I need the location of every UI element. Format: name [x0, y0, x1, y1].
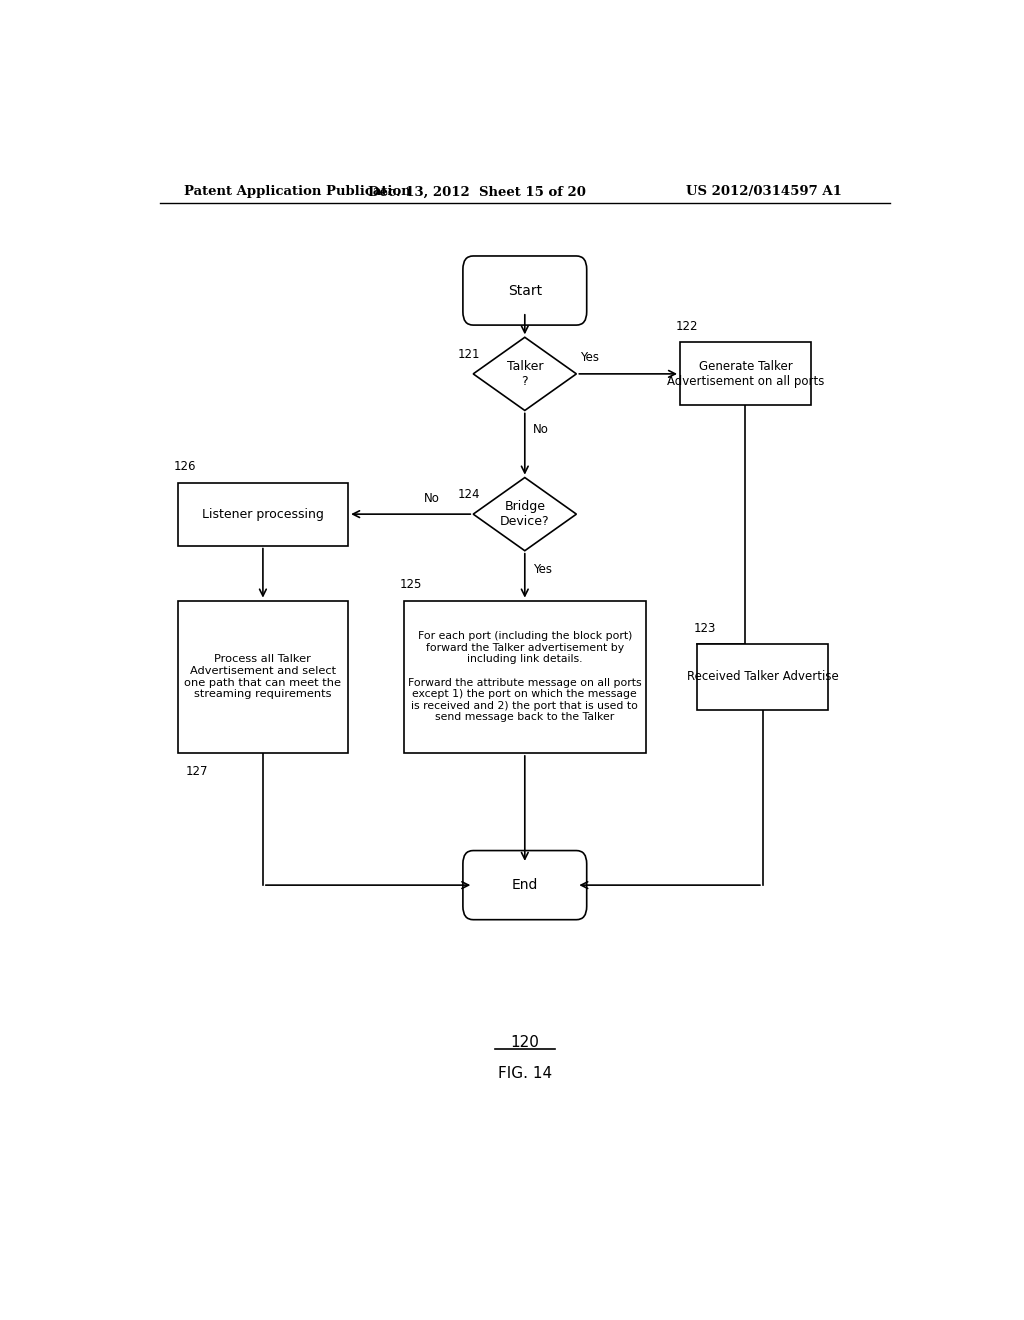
Text: US 2012/0314597 A1: US 2012/0314597 A1 — [686, 185, 842, 198]
Text: Dec. 13, 2012  Sheet 15 of 20: Dec. 13, 2012 Sheet 15 of 20 — [369, 185, 586, 198]
Text: For each port (including the block port)
forward the Talker advertisement by
inc: For each port (including the block port)… — [408, 631, 642, 722]
Text: Start: Start — [508, 284, 542, 297]
Text: Yes: Yes — [532, 564, 552, 576]
Bar — [697, 644, 828, 710]
Text: Patent Application Publication: Patent Application Publication — [183, 185, 411, 198]
Polygon shape — [473, 478, 577, 550]
Text: 126: 126 — [174, 461, 197, 474]
Text: Listener processing: Listener processing — [202, 508, 324, 520]
Text: No: No — [532, 422, 549, 436]
Text: 122: 122 — [676, 321, 698, 333]
Text: Yes: Yes — [581, 351, 599, 364]
Text: 120: 120 — [510, 1035, 540, 1051]
Text: Received Talker Advertise: Received Talker Advertise — [687, 671, 839, 684]
Text: Bridge
Device?: Bridge Device? — [500, 500, 550, 528]
Bar — [680, 342, 811, 405]
FancyBboxPatch shape — [463, 850, 587, 920]
Text: End: End — [512, 878, 538, 892]
Text: FIG. 14: FIG. 14 — [498, 1065, 552, 1081]
Text: Process all Talker
Advertisement and select
one path that can meet the
streaming: Process all Talker Advertisement and sel… — [184, 655, 341, 700]
FancyBboxPatch shape — [463, 256, 587, 325]
Text: Talker
?: Talker ? — [507, 360, 543, 388]
Text: 121: 121 — [458, 347, 480, 360]
Text: No: No — [424, 492, 440, 506]
Text: Generate Talker
Advertisement on all ports: Generate Talker Advertisement on all por… — [667, 360, 824, 388]
Text: 127: 127 — [185, 766, 208, 779]
Text: 124: 124 — [458, 488, 480, 500]
Bar — [403, 601, 646, 752]
Text: 125: 125 — [399, 578, 422, 591]
Polygon shape — [473, 338, 577, 411]
Bar — [177, 601, 348, 752]
Bar — [177, 483, 348, 545]
Text: 123: 123 — [693, 622, 716, 635]
